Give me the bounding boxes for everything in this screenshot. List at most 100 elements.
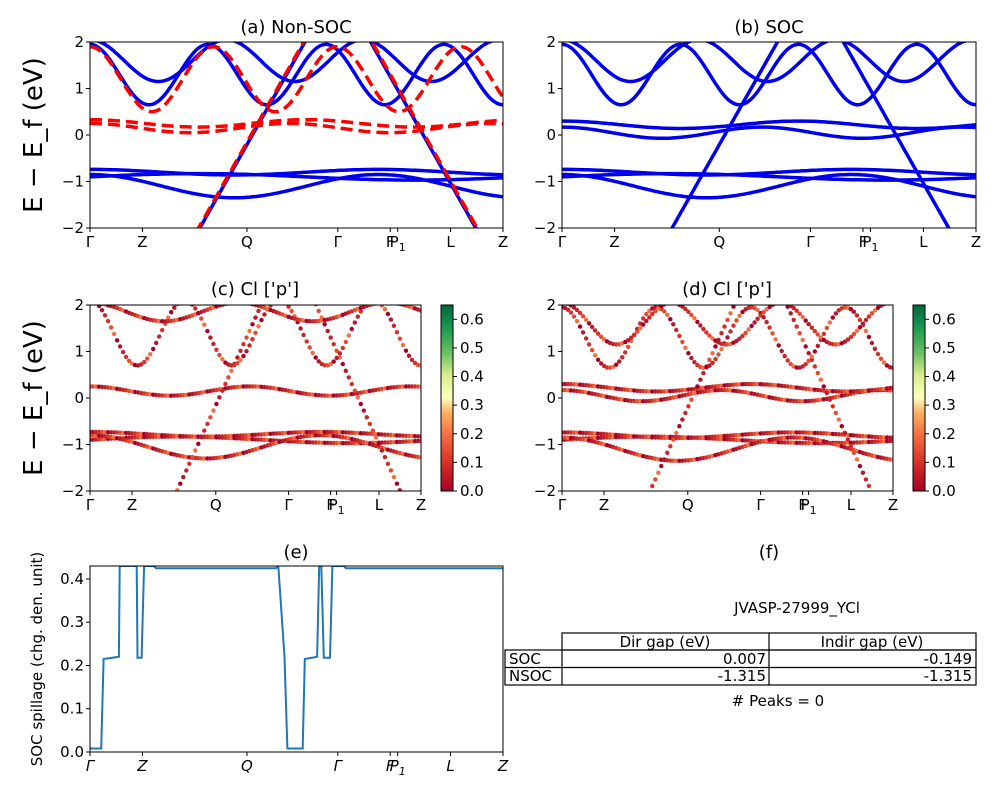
pD-point <box>626 344 631 349</box>
pD-point <box>746 271 750 275</box>
pC-point <box>308 289 312 293</box>
pC-point <box>190 454 195 460</box>
pD-point <box>586 321 592 326</box>
cbD-tick-label: 0.2 <box>932 425 956 443</box>
pC-point <box>250 322 255 327</box>
pD-point <box>659 305 664 309</box>
cbC-tick-label: 0.1 <box>460 453 484 471</box>
pD-point <box>701 370 706 376</box>
pC-point <box>172 305 177 310</box>
pD-point <box>803 344 808 349</box>
pC-point <box>388 317 394 322</box>
pC-point <box>106 498 110 502</box>
pC-point <box>367 305 372 308</box>
pD-point <box>574 430 580 435</box>
pC-point <box>196 441 201 446</box>
pD-point <box>869 340 875 346</box>
pB-band-0-1 <box>562 172 976 200</box>
pC-point <box>142 359 147 365</box>
pD-point <box>746 327 751 332</box>
pC-point <box>235 301 239 305</box>
pC-point <box>96 305 102 309</box>
pC-point <box>313 355 318 360</box>
table-header-dir: Dir gap (eV) <box>620 633 711 651</box>
pC-point <box>205 421 210 427</box>
pD-point <box>839 424 844 429</box>
pB-xtick-label: Z <box>609 233 619 251</box>
pD-point <box>812 364 817 369</box>
pD-point <box>749 265 753 269</box>
pD-point <box>788 361 793 367</box>
pD-point <box>743 330 748 336</box>
pD-point <box>767 265 771 269</box>
pD-point <box>683 345 688 350</box>
pD-point <box>677 424 682 429</box>
pC-point <box>208 335 213 340</box>
pC-point <box>373 435 379 440</box>
pC-point <box>181 298 185 302</box>
pD-point <box>890 457 893 462</box>
pC-point <box>371 298 375 302</box>
pD-point <box>872 439 878 444</box>
pC-point <box>184 468 189 473</box>
pD-point <box>592 328 598 333</box>
pC-point <box>370 428 376 433</box>
pC-point <box>103 498 107 502</box>
pD-point <box>674 327 679 333</box>
pD-point <box>719 331 724 336</box>
pC-point <box>310 350 315 356</box>
pC-point <box>100 498 104 502</box>
pD-point <box>839 389 844 394</box>
pD-point <box>851 331 857 337</box>
pD-point <box>574 307 580 313</box>
pD-point <box>797 311 802 316</box>
pC-point <box>355 314 360 319</box>
pC-point <box>178 299 182 303</box>
pD-point <box>777 285 781 289</box>
pC-point <box>217 395 222 400</box>
pC-point <box>202 428 207 433</box>
pD-point <box>598 334 604 339</box>
pD-point <box>581 500 585 504</box>
pD-point <box>827 320 832 325</box>
pD-point <box>863 477 869 482</box>
pD-point <box>589 347 595 353</box>
pA-ytick-label: 2 <box>74 33 84 51</box>
pD-point <box>698 323 703 328</box>
spillage-xtick-label: Γ <box>86 757 96 775</box>
pA-ytick-label: −2 <box>62 219 84 237</box>
pC-point <box>409 357 415 363</box>
pC-point <box>139 362 144 367</box>
pD-point <box>584 500 588 504</box>
pD-point <box>641 322 646 327</box>
pC-point <box>259 317 264 323</box>
pC-xtick-label: Γ <box>284 496 293 514</box>
table-row-nsoc-label: NSOC <box>509 667 552 685</box>
pC-point <box>331 342 336 347</box>
pA-xtick-label: P1 <box>390 233 406 254</box>
pD-point <box>589 324 595 330</box>
pC-point <box>280 256 284 260</box>
pD-point <box>641 500 645 504</box>
pC-point <box>166 315 171 320</box>
pD-ytick-label: −1 <box>534 436 556 454</box>
pD-point <box>692 390 697 396</box>
pD-point <box>680 339 685 345</box>
pD-point <box>653 308 658 314</box>
pD-point <box>641 399 646 404</box>
pD-point <box>758 245 762 249</box>
pD-point <box>866 314 872 319</box>
spillage-ytick-label: 0.1 <box>60 700 84 718</box>
pC-point <box>220 357 225 362</box>
pD-ytick-label: 2 <box>546 296 556 314</box>
pD-point <box>818 335 823 340</box>
pD-xtick-label: L <box>847 496 856 514</box>
pD-point <box>872 346 878 351</box>
pC-point <box>97 498 101 502</box>
pC-point <box>418 434 421 439</box>
pD-point <box>780 301 784 305</box>
pD-point <box>875 351 881 357</box>
pC-point <box>349 326 354 332</box>
spillage-ytick-label: 0.2 <box>60 656 84 674</box>
pD-point <box>629 335 634 340</box>
